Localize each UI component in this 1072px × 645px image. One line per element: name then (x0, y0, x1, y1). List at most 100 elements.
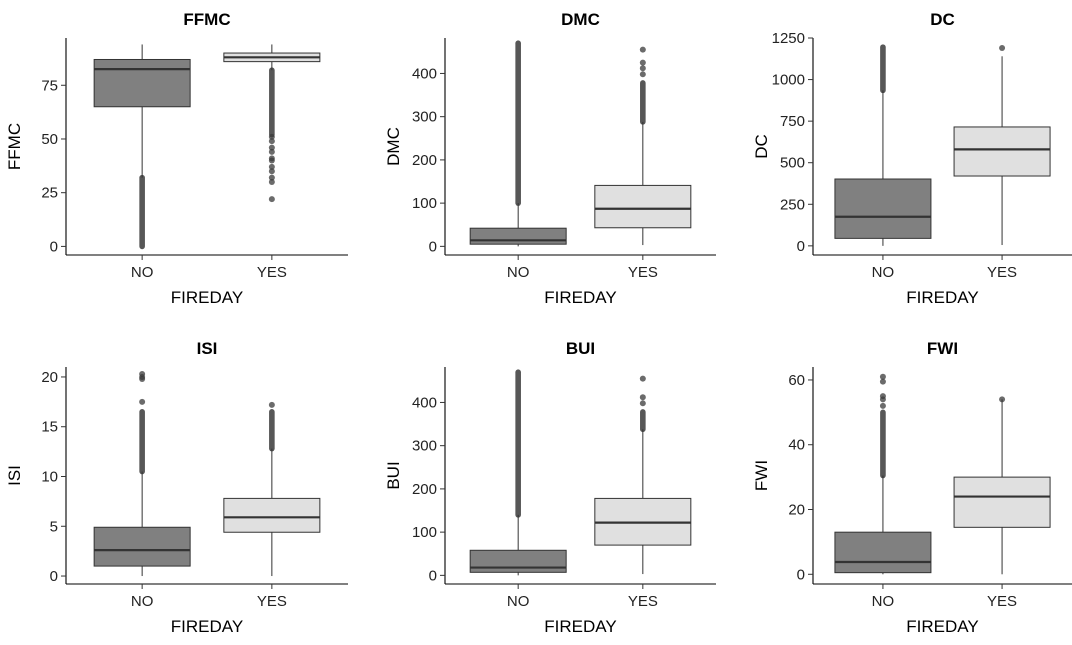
y-tick-label: 75 (41, 77, 58, 94)
x-tick-label: YES (628, 264, 658, 281)
y-tick-label: 200 (412, 152, 437, 169)
y-tick-label: 0 (797, 238, 805, 255)
outlier-point (268, 138, 275, 145)
x-axis-title: FIREDAY (544, 288, 616, 307)
y-axis-title: FWI (752, 460, 771, 491)
x-axis-title: FIREDAY (171, 288, 243, 307)
panel-ffmc: FFMC 0 25 50 75 NO YES FIREDAY FFMC (5, 10, 348, 307)
outlier-point (268, 401, 275, 408)
outlier-point (268, 168, 275, 175)
y-tick-label: 400 (412, 65, 437, 82)
box-group-yes (594, 375, 692, 575)
outlier-point (879, 378, 886, 385)
outlier-point (639, 394, 646, 401)
y-tick-label: 300 (412, 438, 437, 455)
iqr-box (953, 126, 1051, 177)
x-axis-title: FIREDAY (544, 617, 616, 636)
outlier-point (639, 400, 646, 407)
y-tick-label: 1250 (772, 30, 805, 47)
y-tick-label: 50 (41, 131, 58, 148)
outlier-cluster (640, 409, 646, 433)
box-group-no (469, 40, 567, 247)
outlier-cluster (880, 44, 886, 94)
y-tick-label: 200 (412, 481, 437, 498)
box-group-no (469, 369, 567, 576)
outlier-cluster (269, 67, 275, 138)
y-tick-label: 25 (41, 185, 58, 202)
box-group-yes (594, 46, 692, 246)
iqr-box (834, 178, 932, 239)
x-axis-title: FIREDAY (906, 617, 978, 636)
iqr-box (93, 526, 191, 567)
x-tick-label: YES (257, 264, 287, 281)
y-tick-label: 0 (50, 568, 58, 585)
iqr-box (953, 476, 1051, 528)
box-group-yes (223, 401, 321, 577)
panel-bui: BUI 0 100 200 300 400 NO YES FIREDAY BUI (384, 339, 716, 636)
outlier-point (639, 71, 646, 78)
outlier-cluster (515, 369, 521, 518)
iqr-box (469, 227, 567, 245)
outlier-point (268, 178, 275, 185)
y-tick-label: 1000 (772, 72, 805, 89)
outlier-cluster (139, 408, 145, 475)
y-axis-title: DC (752, 134, 771, 159)
outlier-point (639, 46, 646, 53)
panel-title: FWI (927, 339, 958, 358)
iqr-box (93, 58, 191, 108)
y-tick-label: 500 (780, 155, 805, 172)
y-tick-label: 750 (780, 113, 805, 130)
y-tick-label: 5 (50, 518, 58, 535)
panel-title: DMC (561, 10, 600, 29)
outlier-point (268, 144, 275, 151)
y-tick-label: 100 (412, 195, 437, 212)
x-tick-label: YES (257, 593, 287, 610)
y-tick-label: 250 (780, 196, 805, 213)
panel-title: DC (930, 10, 955, 29)
panel-dmc: DMC 0 100 200 300 400 NO YES FIREDAY DMC (384, 10, 716, 307)
iqr-box (469, 549, 567, 573)
x-tick-label: NO (131, 264, 154, 281)
panel-title: FFMC (183, 10, 230, 29)
y-tick-label: 0 (797, 566, 805, 583)
iqr-box (834, 531, 932, 574)
x-tick-label: YES (987, 264, 1017, 281)
outlier-point (879, 402, 886, 409)
outlier-point (879, 373, 886, 380)
box-group-yes (953, 396, 1051, 575)
panel-title: BUI (566, 339, 595, 358)
y-tick-label: 10 (41, 468, 58, 485)
x-tick-label: NO (872, 593, 895, 610)
panel-dc: DC 0 250 500 750 1000 1250 NO YES FIREDAY DC (752, 10, 1072, 307)
outlier-point (139, 398, 146, 405)
x-tick-label: NO (507, 264, 530, 281)
panel-fwi: FWI 0 20 40 60 NO YES FIREDAY FWI (752, 339, 1072, 636)
panel-isi: ISI 0 5 10 15 20 NO YES FIREDAY ISI (5, 339, 348, 636)
y-tick-label: 20 (788, 502, 805, 519)
box-group-no (93, 370, 191, 577)
x-tick-label: NO (872, 264, 895, 281)
outlier-point (268, 133, 275, 140)
box-group-no (834, 373, 932, 575)
y-tick-label: 400 (412, 394, 437, 411)
y-tick-label: 100 (412, 524, 437, 541)
iqr-box (223, 497, 321, 533)
x-tick-label: YES (628, 593, 658, 610)
outlier-cluster (880, 409, 886, 479)
y-axis-title: BUI (384, 461, 403, 489)
x-tick-label: NO (131, 593, 154, 610)
y-tick-label: 0 (429, 238, 437, 255)
outlier-cluster (515, 40, 521, 206)
y-axis-title: DMC (384, 127, 403, 166)
box-group-yes (223, 44, 321, 203)
outlier-point (268, 174, 275, 181)
outlier-point (999, 44, 1006, 51)
y-tick-label: 40 (788, 437, 805, 454)
x-axis-title: FIREDAY (906, 288, 978, 307)
y-axis-title: FFMC (5, 123, 24, 170)
outlier-cluster (139, 174, 145, 250)
panel-title: ISI (197, 339, 218, 358)
outlier-point (268, 148, 275, 155)
y-tick-label: 15 (41, 419, 58, 436)
